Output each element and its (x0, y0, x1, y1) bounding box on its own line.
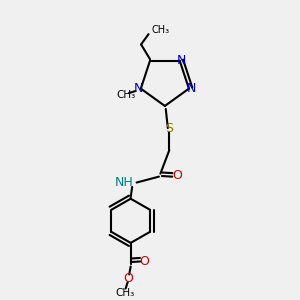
Text: CH₃: CH₃ (152, 25, 169, 35)
Text: CH₃: CH₃ (116, 89, 136, 100)
Text: O: O (123, 272, 133, 285)
Text: S: S (165, 122, 173, 134)
Text: N: N (134, 82, 143, 95)
Text: CH₃: CH₃ (115, 288, 134, 298)
Text: N: N (177, 54, 187, 67)
Text: O: O (139, 255, 149, 268)
Text: N: N (187, 82, 196, 95)
Text: O: O (172, 169, 182, 182)
Text: NH: NH (114, 176, 133, 189)
